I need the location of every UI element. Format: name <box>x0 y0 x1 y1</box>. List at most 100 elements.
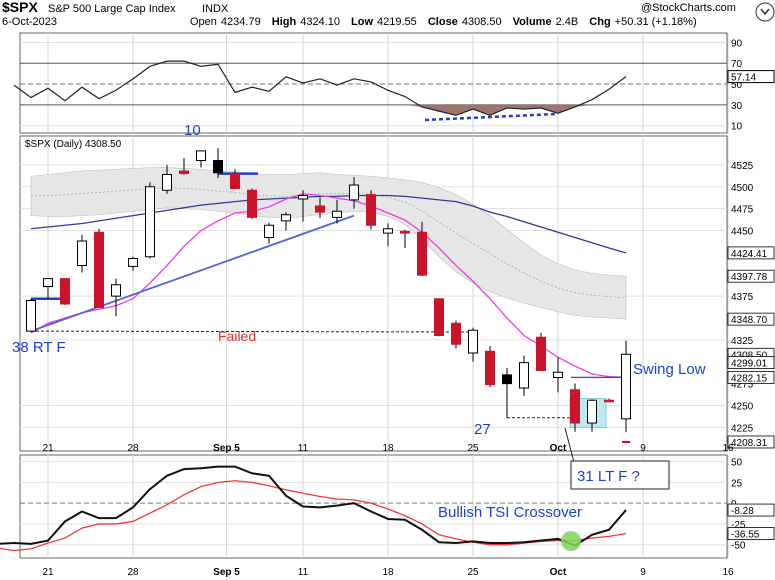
price-tick-label: 4525 <box>731 161 754 172</box>
candle-body <box>417 231 427 276</box>
ma-short-line <box>30 193 627 379</box>
price-tick-label: 4325 <box>731 336 754 347</box>
candle-body <box>94 231 104 308</box>
chart-date: 6-Oct-2023 <box>2 16 57 28</box>
candle-body <box>26 300 36 332</box>
candle-body <box>621 353 631 420</box>
exchange: INDX <box>202 3 229 15</box>
high-label: High <box>272 16 297 28</box>
annotation-31-pointer <box>564 427 576 467</box>
candle-body <box>298 195 308 200</box>
x-tick-mid: 28 <box>127 443 139 454</box>
x-tick-mid: 9 <box>640 443 646 454</box>
price-tick-label: 4500 <box>731 183 754 194</box>
chg-value: +50.31 (+1.18%) <box>615 16 697 28</box>
price-label: 4397.78 <box>731 272 768 283</box>
candle-body <box>587 399 597 424</box>
x-tick-mid: Sep 5 <box>213 443 240 454</box>
rsi-tick-label: 10 <box>731 122 743 133</box>
candle-body <box>383 228 393 234</box>
candle-body <box>400 230 410 234</box>
price-label-box <box>727 246 775 260</box>
uptrend-line <box>30 214 355 332</box>
candle-body <box>230 173 240 189</box>
annotation-swing-low: Swing Low <box>633 361 706 378</box>
x-tick-bot: Oct <box>550 567 567 578</box>
rsi-last-box <box>727 70 775 84</box>
candle-body <box>332 210 342 218</box>
candle-body <box>145 186 155 258</box>
candle-body <box>349 184 359 201</box>
crossover-dot <box>561 531 581 551</box>
price-tick-partial: 4275 <box>731 380 754 391</box>
low-label: Low <box>351 16 373 28</box>
price-tick-label: 4375 <box>731 292 754 303</box>
annotation-38-rt-f: 38 RT F <box>12 339 66 356</box>
open-value: 4234.79 <box>221 16 261 28</box>
x-tick-mid: Oct <box>550 443 567 454</box>
candle-body <box>213 160 223 174</box>
tsi-label-box <box>727 503 775 517</box>
rsi-oversold-fill <box>14 104 626 116</box>
candle-body <box>570 389 580 424</box>
candle-body <box>536 336 546 371</box>
volume-label: Volume <box>513 16 552 28</box>
candle-body <box>43 278 53 287</box>
x-tick-mid: 18 <box>382 443 394 454</box>
watermark: @StockCharts.com <box>641 2 736 14</box>
x-tick-mid: 16 <box>722 443 734 454</box>
candle-body <box>128 258 138 267</box>
rsi-divergence-line <box>424 112 557 122</box>
price-label-box <box>727 370 775 384</box>
candle-body <box>77 240 87 266</box>
rsi-tick-label: 70 <box>731 59 743 70</box>
x-tick-bot: 28 <box>127 567 139 578</box>
candle-body <box>60 278 70 305</box>
candle-body <box>434 298 444 336</box>
candle-body <box>315 205 325 213</box>
tsi-tick-label: -50 <box>731 541 746 552</box>
x-tick-bot: 18 <box>382 567 394 578</box>
index-name: S&P 500 Large Cap Index <box>48 3 176 15</box>
candle-body <box>519 362 529 389</box>
close-value: 4308.50 <box>462 16 502 28</box>
symbol: $SPX <box>2 0 38 15</box>
band-midline <box>30 187 627 299</box>
x-axis: 21 28 Sep 5 11 18 25 Oct 9 16 21 28 Sep 5 11 18 25 Oct 9… <box>42 443 734 578</box>
price-panel: $SPX (Daily) 4308.50 4525 4500 4475 4450 4375… <box>19 135 775 452</box>
rsi-panel: 90 70 50 30 10 57.14 <box>13 32 775 134</box>
tsi-line <box>0 465 627 547</box>
candle-body <box>247 189 257 218</box>
candle-body <box>485 350 495 385</box>
x-tick-bot: Sep 5 <box>213 567 240 578</box>
x-tick-mid: 21 <box>42 443 54 454</box>
candle-body <box>281 214 291 222</box>
x-tick-bot: 11 <box>298 567 309 578</box>
high-value: 4324.10 <box>300 16 340 28</box>
rsi-line <box>13 60 627 116</box>
x-tick-bot: 25 <box>467 567 479 578</box>
open-label: Open <box>190 16 217 28</box>
price-label-box <box>727 435 775 449</box>
tsi-tick-label: 25 <box>731 478 743 489</box>
candle-body <box>264 224 274 238</box>
candle-body <box>179 170 189 175</box>
x-tick-mid: 25 <box>467 443 479 454</box>
x-tick-mid: 11 <box>298 443 309 454</box>
candle-body <box>553 371 563 378</box>
tsi-tick-label: 50 <box>731 458 743 469</box>
candle-body <box>196 150 206 161</box>
price-label-box <box>727 356 775 370</box>
candle-body <box>451 322 461 345</box>
tsi-label: -36.55 <box>731 530 760 541</box>
corner-icon[interactable] <box>755 2 775 22</box>
price-label-box <box>727 312 775 326</box>
x-tick-bot: 21 <box>42 567 54 578</box>
failed-level-line <box>30 330 474 333</box>
candle-body <box>111 284 121 297</box>
candle-body <box>502 374 512 385</box>
chg-label: Chg <box>589 16 610 28</box>
close-label: Close <box>428 16 458 28</box>
price-label: 4299.01 <box>731 359 768 370</box>
annotation-failed: Failed <box>218 328 256 344</box>
